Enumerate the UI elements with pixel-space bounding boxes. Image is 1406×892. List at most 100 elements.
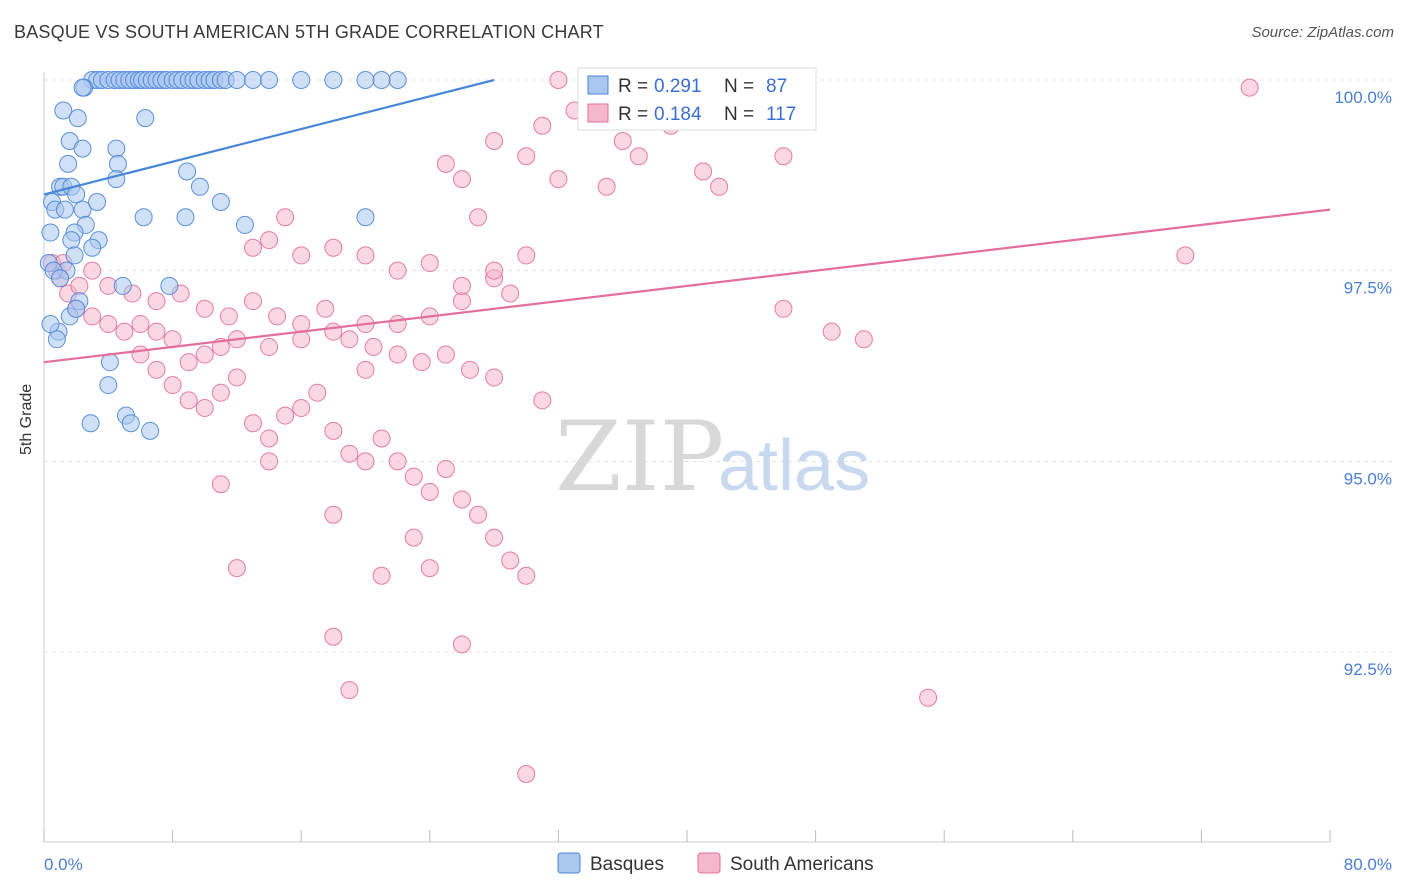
bottom-legend: Basques South Americans <box>557 852 874 875</box>
basque-point <box>41 315 60 334</box>
basque-point <box>260 71 279 89</box>
basque-point <box>134 208 153 227</box>
south-american-point <box>308 383 327 402</box>
south-american-point <box>597 177 616 196</box>
south-american-point <box>260 231 279 250</box>
basque-point <box>176 208 195 227</box>
south-american-point <box>549 71 568 89</box>
legend-box: R = 0.291 N = 87 R = 0.184 N = 117 <box>577 67 817 131</box>
basque-point <box>62 231 81 250</box>
basque-point <box>243 71 262 89</box>
basques-points <box>39 71 407 440</box>
legend-basque-r-label: R = <box>618 76 648 97</box>
basque-point <box>51 269 70 288</box>
south-american-point <box>388 345 407 364</box>
south-american-point <box>613 132 632 151</box>
south-american-point <box>324 505 343 524</box>
south-american-point <box>276 208 295 227</box>
south-american-point <box>356 452 375 471</box>
south-american-point <box>131 345 150 364</box>
south-american-point <box>340 444 359 463</box>
south-american-point <box>115 322 134 341</box>
south-american-point <box>292 246 311 265</box>
legend-south-n-label: N = <box>724 104 754 125</box>
south-american-point <box>436 459 455 478</box>
gridlines <box>44 79 1392 653</box>
legend-south-r-value: 0.184 <box>654 104 702 125</box>
south-american-point <box>452 170 471 189</box>
south-american-point <box>485 528 504 547</box>
south-american-point <box>533 391 552 410</box>
south-american-point <box>211 383 230 402</box>
basque-point <box>136 109 155 128</box>
south-american-point <box>485 368 504 387</box>
south-american-point <box>195 345 214 364</box>
legend-box-frame <box>577 67 817 131</box>
basque-point <box>83 238 102 257</box>
basque-point <box>356 71 375 89</box>
south-american-point <box>404 528 423 547</box>
legend-basque-n-label: N = <box>724 76 754 97</box>
south-american-point <box>324 322 343 341</box>
south-american-point <box>276 406 295 425</box>
legend-basque-n-value: 87 <box>766 76 787 97</box>
south-american-point <box>629 147 648 166</box>
bottom-legend-basque-swatch <box>557 852 581 874</box>
trend-lines <box>43 78 1331 364</box>
basque-point <box>160 276 179 295</box>
south-american-point <box>420 482 439 501</box>
basques-trend-line <box>43 78 495 196</box>
south-american-point <box>822 322 841 341</box>
south-american-point <box>260 429 279 448</box>
basque-point <box>88 193 107 212</box>
south-american-point <box>227 368 246 387</box>
y-tick-labels: 100.0% 97.5% 95.0% 92.5% <box>1334 88 1392 679</box>
south-american-point <box>919 688 938 707</box>
basque-point <box>227 71 246 89</box>
watermark-atlas: atlas <box>718 426 870 506</box>
legend-south-n-value: 117 <box>766 104 796 125</box>
basque-point <box>190 177 209 196</box>
south-american-point <box>83 261 102 280</box>
south-american-point <box>388 315 407 334</box>
south-american-point <box>243 238 262 257</box>
y-tick-label-2: 95.0% <box>1344 469 1392 488</box>
south-american-point <box>452 276 471 295</box>
south-american-point <box>131 315 150 334</box>
south-americans-trend-line <box>43 208 1331 364</box>
south-american-point <box>452 490 471 509</box>
south-american-point <box>340 330 359 349</box>
south-american-point <box>404 467 423 486</box>
south-american-point <box>243 414 262 433</box>
basque-point <box>324 71 343 89</box>
basque-point <box>108 154 127 173</box>
x-tick-label-max: 80.0% <box>1344 855 1392 874</box>
legend-basque-swatch <box>587 75 609 95</box>
south-american-point <box>517 765 536 784</box>
x-ticks <box>43 830 1331 842</box>
south-american-point <box>179 391 198 410</box>
basque-point <box>235 215 254 234</box>
legend-basque-r-value: 0.291 <box>654 76 702 97</box>
south-american-point <box>412 353 431 372</box>
south-american-point <box>460 360 479 379</box>
south-american-point <box>179 353 198 372</box>
south-american-point <box>364 337 383 356</box>
bottom-legend-south-swatch <box>697 852 721 874</box>
basque-point <box>107 170 126 189</box>
south-american-point <box>324 238 343 257</box>
south-american-point <box>774 299 793 318</box>
basque-point <box>121 414 140 433</box>
south-american-point <box>485 132 504 151</box>
south-american-point <box>260 337 279 356</box>
basque-point <box>211 193 230 212</box>
south-american-point <box>83 307 102 326</box>
basque-point <box>388 71 407 89</box>
south-american-point <box>70 276 89 295</box>
south-american-point <box>316 299 335 318</box>
south-american-point <box>147 322 166 341</box>
south-american-point <box>774 147 793 166</box>
south-american-point <box>517 147 536 166</box>
basque-point <box>141 421 160 440</box>
